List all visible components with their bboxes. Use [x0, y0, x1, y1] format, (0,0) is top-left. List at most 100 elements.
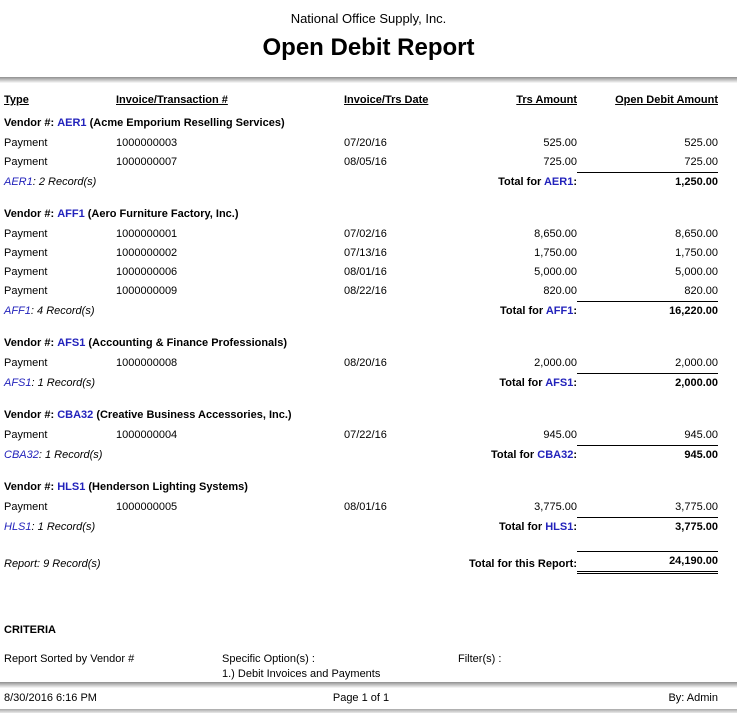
page-footer: 8/30/2016 6:16 PM Page 1 of 1 By: Admin [0, 688, 737, 709]
total-code: CBA32 [537, 449, 574, 461]
group-total-row: AFF1: 4 Record(s) Total for AFF1: 16,220… [4, 301, 718, 321]
cell-date: 08/05/16 [344, 156, 387, 168]
group-records-text: : 4 Record(s) [30, 305, 95, 317]
criteria-section: CRITERIA Report Sorted by Vendor # Speci… [4, 624, 718, 682]
vendor-group: Vendor #: HLS1 (Henderson Lighting Syste… [4, 478, 718, 537]
table-row: Payment 1000000007 08/05/16 725.00 725.0… [4, 153, 718, 172]
footer-page-number: Page 1 of 1 [332, 692, 390, 704]
cell-date: 07/13/16 [344, 247, 387, 259]
cell-invoice: 1000000002 [116, 247, 178, 259]
group-record-count: AFF1: 4 Record(s) [4, 302, 344, 321]
vendor-group: Vendor #: AFS1 (Accounting & Finance Pro… [4, 334, 718, 393]
total-prefix: Total for [499, 377, 543, 389]
cell-invoice: 1000000001 [116, 228, 178, 240]
cell-invoice: 1000000004 [116, 429, 178, 441]
cell-type: Payment [4, 429, 48, 441]
vendor-name: (Acme Emporium Reselling Services) [89, 117, 285, 129]
vendor-code: AFF1 [57, 208, 85, 220]
cell-invoice: 1000000009 [116, 285, 178, 297]
table-row: Payment 1000000008 08/20/16 2,000.00 2,0… [4, 354, 718, 373]
total-colon: : [573, 305, 577, 317]
cell-type: Payment [4, 228, 48, 240]
group-total-amount: 2,000.00 [577, 373, 718, 393]
group-total-row: HLS1: 1 Record(s) Total for HLS1: 3,775.… [4, 517, 718, 537]
group-records-code: CBA32 [4, 449, 39, 461]
vendor-label: Vendor #: [4, 337, 55, 349]
group-total-label: Total for AFS1: [344, 374, 577, 393]
cell-date: 07/22/16 [344, 429, 387, 441]
cell-date: 07/02/16 [344, 228, 387, 240]
cell-open-debit: 3,775.00 [675, 501, 718, 513]
table-row: Payment 1000000006 08/01/16 5,000.00 5,0… [4, 263, 718, 282]
vendor-header: Vendor #: AER1 (Acme Emporium Reselling … [4, 114, 718, 133]
cell-trs-amount: 525.00 [543, 137, 577, 149]
group-records-code: AFF1 [4, 305, 31, 317]
col-header-trs-amount-label: Trs Amount [516, 94, 577, 106]
table-row: Payment 1000000005 08/01/16 3,775.00 3,7… [4, 498, 718, 517]
cell-open-debit: 1,750.00 [675, 247, 718, 259]
group-total-amount: 1,250.00 [577, 172, 718, 192]
vendor-code: CBA32 [57, 409, 94, 421]
cell-trs-amount: 1,750.00 [534, 247, 577, 259]
vendor-code: AER1 [57, 117, 87, 129]
criteria-options-value: 1.) Debit Invoices and Payments [222, 668, 381, 680]
group-records-text: : 1 Record(s) [31, 521, 96, 533]
group-record-count: AER1: 2 Record(s) [4, 173, 344, 192]
total-prefix: Total for [491, 449, 535, 461]
group-record-count: AFS1: 1 Record(s) [4, 374, 344, 393]
cell-trs-amount: 945.00 [543, 429, 577, 441]
bottom-edge-separator [0, 709, 737, 713]
report-title: Open Debit Report [262, 34, 475, 61]
cell-type: Payment [4, 501, 48, 513]
cell-trs-amount: 2,000.00 [534, 357, 577, 369]
group-total-label: Total for AER1: [344, 173, 577, 192]
table-row: Payment 1000000004 07/22/16 945.00 945.0… [4, 426, 718, 445]
vendor-group: Vendor #: AER1 (Acme Emporium Reselling … [4, 114, 718, 192]
vendor-group: Vendor #: CBA32 (Creative Business Acces… [4, 406, 718, 465]
group-records-code: AER1 [4, 176, 33, 188]
cell-trs-amount: 725.00 [543, 156, 577, 168]
cell-open-debit: 5,000.00 [675, 266, 718, 278]
group-record-count: HLS1: 1 Record(s) [4, 518, 344, 537]
vendor-label: Vendor #: [4, 409, 55, 421]
group-records-text: : 2 Record(s) [32, 176, 97, 188]
footer-separator [0, 682, 737, 688]
vendor-header: Vendor #: HLS1 (Henderson Lighting Syste… [4, 478, 718, 497]
cell-open-debit: 2,000.00 [675, 357, 718, 369]
col-header-invoice: Invoice/Transaction # [116, 91, 344, 110]
cell-trs-amount: 8,650.00 [534, 228, 577, 240]
cell-invoice: 1000000005 [116, 501, 178, 513]
total-code: HLS1 [545, 521, 574, 533]
report-summary-row: Report: 9 Record(s) Total for this Repor… [4, 551, 718, 574]
group-total-label: Total for HLS1: [344, 518, 577, 537]
group-total-row: CBA32: 1 Record(s) Total for CBA32: 945.… [4, 445, 718, 465]
vendor-group: Vendor #: AFF1 (Aero Furniture Factory, … [4, 205, 718, 321]
report-total-label: Total for this Report: [469, 558, 577, 570]
vendor-label: Vendor #: [4, 117, 55, 129]
vendor-label: Vendor #: [4, 481, 55, 493]
vendor-header: Vendor #: AFF1 (Aero Furniture Factory, … [4, 205, 718, 224]
footer-printed-by: By: Admin [668, 692, 718, 704]
header-separator [0, 77, 737, 83]
report-header: National Office Supply, Inc. Open Debit … [0, 0, 737, 77]
group-total-row: AFS1: 1 Record(s) Total for AFS1: 2,000.… [4, 373, 718, 393]
cell-invoice: 1000000006 [116, 266, 178, 278]
cell-type: Payment [4, 285, 48, 297]
group-records-code: HLS1 [4, 521, 32, 533]
total-code: AFF1 [545, 305, 574, 317]
vendor-code: HLS1 [57, 481, 86, 493]
group-total-amount: 3,775.00 [577, 517, 718, 537]
col-header-date: Invoice/Trs Date [344, 91, 462, 110]
table-row: Payment 1000000002 07/13/16 1,750.00 1,7… [4, 244, 718, 263]
group-records-text: : 1 Record(s) [38, 449, 103, 461]
cell-invoice: 1000000008 [116, 357, 178, 369]
col-header-type: Type [4, 91, 116, 110]
col-header-open-debit: Open Debit Amount [577, 91, 718, 110]
cell-open-debit: 8,650.00 [675, 228, 718, 240]
vendor-header: Vendor #: CBA32 (Creative Business Acces… [4, 406, 718, 425]
col-header-invoice-label: Invoice/Transaction # [116, 94, 228, 106]
col-header-date-label: Invoice/Trs Date [344, 94, 429, 106]
criteria-options: Specific Option(s) : 1.) Debit Invoices … [222, 652, 458, 682]
cell-type: Payment [4, 156, 48, 168]
col-header-type-label: Type [4, 94, 29, 106]
